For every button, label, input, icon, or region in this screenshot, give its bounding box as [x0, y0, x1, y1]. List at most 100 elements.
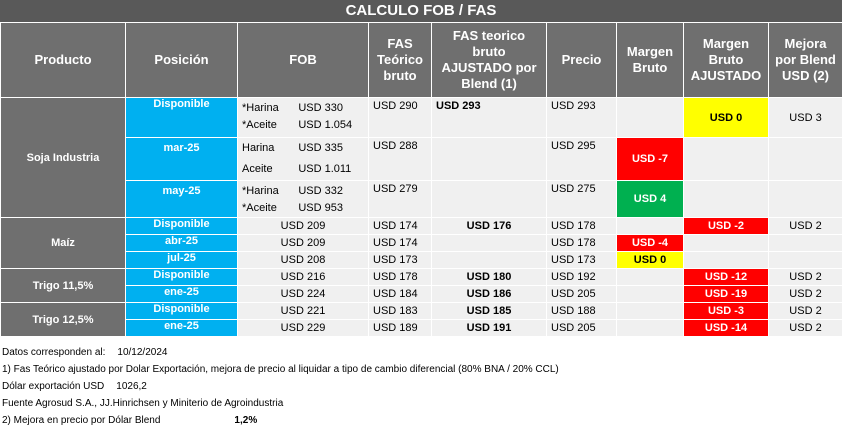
header-fob: FOB	[237, 22, 369, 98]
margen-ajustado-cell	[683, 180, 769, 218]
margen-ajustado-cell	[683, 251, 769, 269]
header-margen-bruto: Margen Bruto	[616, 22, 684, 98]
margen-cell	[616, 319, 684, 337]
fas-cell: USD 279	[368, 180, 432, 218]
mejora-cell	[768, 137, 842, 181]
fas-cell: USD 174	[368, 217, 432, 235]
precio-cell: USD 178	[546, 234, 617, 252]
product-soja: Soja Industria	[0, 97, 126, 218]
table-row: Soja Industria Disponible *Harina USD 330…	[0, 97, 842, 218]
fob-cell: USD 221	[237, 302, 369, 320]
fas-ajustado-cell	[431, 180, 547, 218]
mejora-cell: USD 2	[768, 268, 842, 286]
product-trigo-125: Trigo 12,5%	[0, 302, 126, 337]
fas-ajustado-cell: USD 186	[431, 285, 547, 303]
table-row: mar-25 Harina USD 335 Aceite USD 1.011 USD…	[1, 137, 842, 181]
table-row: Maíz Disponible USD 209 USD 174 USD 176 …	[0, 217, 842, 269]
position-cell: Disponible	[125, 268, 238, 286]
fas-ajustado-cell	[431, 137, 547, 181]
margen-cell: USD -7	[616, 137, 684, 181]
margen-cell	[616, 268, 684, 286]
fob-label: *Aceite	[242, 202, 277, 214]
mejora-cell: USD 2	[768, 285, 842, 303]
fas-cell: USD 173	[368, 251, 432, 269]
position-cell: ene-25	[125, 319, 238, 337]
fob-cell: USD 208	[237, 251, 369, 269]
fob-cell: USD 209	[237, 234, 369, 252]
position-cell: may-25	[125, 180, 238, 218]
mejora-cell: USD 3	[768, 97, 842, 138]
mejora-cell: USD 2	[768, 319, 842, 337]
position-cell: Disponible	[125, 302, 238, 320]
table-row: abr-25 USD 209 USD 174 USD 178 USD -4	[1, 234, 842, 252]
mejora-cell	[768, 251, 842, 269]
header-producto: Producto	[0, 22, 126, 98]
fob-value: USD 1.054	[298, 119, 353, 131]
precio-cell: USD 178	[546, 217, 617, 235]
mejora-cell	[768, 180, 842, 218]
fob-value: USD 330	[298, 102, 343, 114]
header-posicion: Posición	[125, 22, 238, 98]
precio-cell: USD 205	[546, 285, 617, 303]
fob-value: USD 332	[298, 185, 343, 197]
fas-cell: USD 288	[368, 137, 432, 181]
fas-cell: USD 290	[368, 97, 432, 138]
fas-cell: USD 183	[368, 302, 432, 320]
fob-cell: USD 209	[237, 217, 369, 235]
margen-cell	[616, 285, 684, 303]
margen-cell: USD -4	[616, 234, 684, 252]
position-cell: abr-25	[125, 234, 238, 252]
margen-cell: USD 4	[616, 180, 684, 218]
margen-cell: USD 0	[616, 251, 684, 269]
table-row: may-25 *Harina USD 332 *Aceite USD 953 USD…	[1, 180, 842, 218]
note-2-value: 1,2%	[234, 415, 258, 426]
fob-label: *Harina	[242, 185, 279, 197]
footnotes: Datos corresponden al: 10/12/2024 1) Fas …	[2, 344, 840, 429]
table-row: Trigo 11,5% Disponible USD 216 USD 178 U…	[0, 268, 842, 303]
fas-cell: USD 184	[368, 285, 432, 303]
margen-ajustado-cell: USD 0	[683, 97, 769, 138]
note-2-label: 2) Mejora en precio por Dólar Blend	[2, 415, 161, 426]
fob-label: Harina	[242, 142, 275, 154]
table-row: ene-25 USD 229 USD 189 USD 191 USD 205 U…	[1, 319, 842, 337]
note-2: 2) Mejora en precio por Dólar Blend 1,2%	[2, 412, 840, 429]
note-dolar-value: 1026,2	[116, 381, 147, 392]
margen-ajustado-cell: USD -14	[683, 319, 769, 337]
fas-cell: USD 174	[368, 234, 432, 252]
fas-cell: USD 189	[368, 319, 432, 337]
fob-label: Aceite	[242, 163, 273, 175]
margen-ajustado-cell	[683, 234, 769, 252]
fob-value: USD 1.011	[298, 163, 352, 175]
note-date-value: 10/12/2024	[117, 347, 168, 358]
header-fas-ajustado: FAS teorico bruto AJUSTADO por Blend (1)	[431, 22, 547, 98]
position-cell: jul-25	[125, 251, 238, 269]
fob-label: *Aceite	[242, 119, 277, 131]
precio-cell: USD 188	[546, 302, 617, 320]
fob-cell: USD 229	[237, 319, 369, 337]
note-date-label: Datos corresponden al:	[2, 347, 106, 358]
position-cell: ene-25	[125, 285, 238, 303]
margen-cell	[616, 217, 684, 235]
fas-ajustado-cell: USD 185	[431, 302, 547, 320]
header-mejora: Mejora por Blend USD (2)	[768, 22, 842, 98]
precio-cell: USD 293	[546, 97, 617, 138]
margen-ajustado-cell: USD -2	[683, 217, 769, 235]
fob-cell: *Harina USD 330 *Aceite USD 1.054	[237, 97, 369, 138]
margen-ajustado-cell: USD -3	[683, 302, 769, 320]
fob-cell: USD 224	[237, 285, 369, 303]
header-precio: Precio	[546, 22, 617, 98]
note-dolar-label: Dólar exportación USD	[2, 381, 105, 392]
fas-ajustado-cell	[431, 251, 547, 269]
mejora-cell	[768, 234, 842, 252]
fob-label: *Harina	[242, 102, 279, 114]
precio-cell: USD 205	[546, 319, 617, 337]
product-maiz: Maíz	[0, 217, 126, 269]
header-margen-ajustado: Margen Bruto AJUSTADO	[683, 22, 769, 98]
precio-cell: USD 173	[546, 251, 617, 269]
fas-ajustado-cell	[431, 234, 547, 252]
margen-cell	[616, 97, 684, 138]
fas-ajustado-cell: USD 293	[431, 97, 547, 138]
product-trigo-115: Trigo 11,5%	[0, 268, 126, 303]
fas-ajustado-cell: USD 191	[431, 319, 547, 337]
